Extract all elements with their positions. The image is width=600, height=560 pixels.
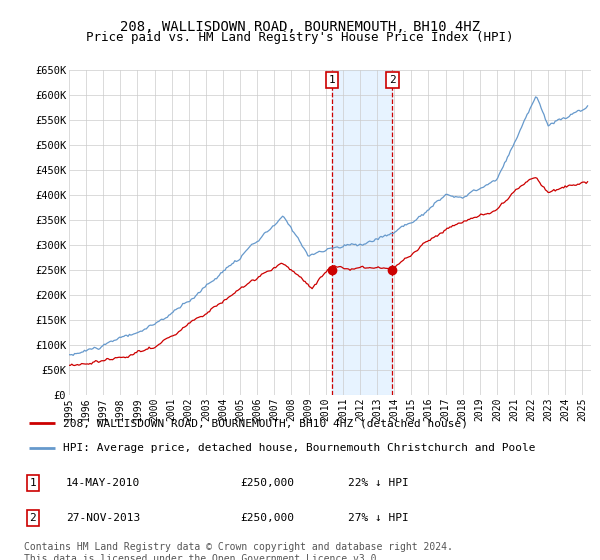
Text: £250,000: £250,000 (240, 478, 294, 488)
Text: Contains HM Land Registry data © Crown copyright and database right 2024.
This d: Contains HM Land Registry data © Crown c… (24, 542, 453, 560)
Bar (332, 70, 392, 395)
Text: 27% ↓ HPI: 27% ↓ HPI (348, 513, 409, 523)
Text: 27-NOV-2013: 27-NOV-2013 (66, 513, 140, 523)
Text: 208, WALLISDOWN ROAD, BOURNEMOUTH, BH10 4HZ (detached house): 208, WALLISDOWN ROAD, BOURNEMOUTH, BH10 … (63, 418, 468, 428)
Text: HPI: Average price, detached house, Bournemouth Christchurch and Poole: HPI: Average price, detached house, Bour… (63, 442, 536, 452)
Text: 1: 1 (29, 478, 37, 488)
Text: Price paid vs. HM Land Registry's House Price Index (HPI): Price paid vs. HM Land Registry's House … (86, 31, 514, 44)
Text: 2: 2 (389, 75, 396, 85)
Text: 208, WALLISDOWN ROAD, BOURNEMOUTH, BH10 4HZ: 208, WALLISDOWN ROAD, BOURNEMOUTH, BH10 … (120, 20, 480, 34)
Text: 14-MAY-2010: 14-MAY-2010 (66, 478, 140, 488)
Text: £250,000: £250,000 (240, 513, 294, 523)
Text: 2: 2 (29, 513, 37, 523)
Text: 1: 1 (329, 75, 335, 85)
Text: 22% ↓ HPI: 22% ↓ HPI (348, 478, 409, 488)
